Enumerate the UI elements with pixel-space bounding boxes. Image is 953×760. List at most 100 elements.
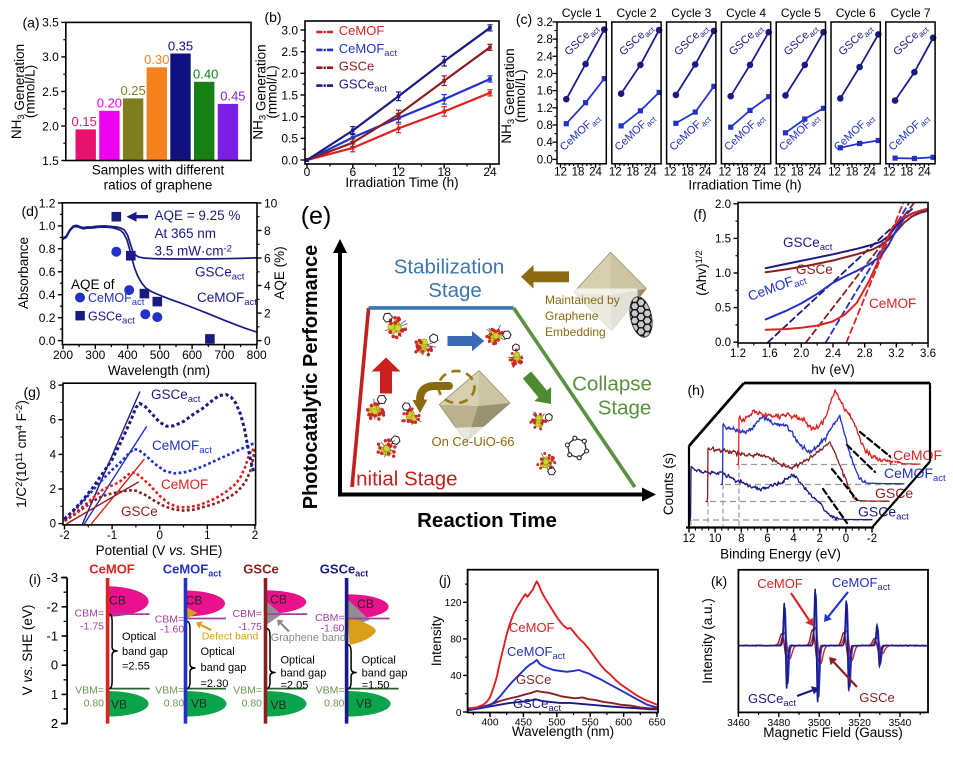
svg-text:24: 24 bbox=[699, 167, 712, 179]
svg-text:2.0: 2.0 bbox=[281, 67, 298, 81]
svg-text:18: 18 bbox=[736, 167, 749, 179]
svg-text:CeMOF: CeMOF bbox=[509, 620, 555, 635]
svg-text:-1: -1 bbox=[107, 530, 117, 542]
svg-text:Cycle 5: Cycle 5 bbox=[781, 6, 821, 20]
svg-text:-2: -2 bbox=[867, 533, 877, 545]
svg-text:Optical: Optical bbox=[281, 655, 315, 667]
svg-text:GSCe: GSCe bbox=[243, 562, 278, 577]
svg-text:500: 500 bbox=[548, 718, 565, 729]
svg-text:2: 2 bbox=[264, 306, 271, 320]
svg-text:24: 24 bbox=[918, 167, 931, 179]
svg-text:0.5: 0.5 bbox=[715, 303, 731, 315]
svg-text:3.5: 3.5 bbox=[42, 16, 59, 30]
svg-text:Graphene band: Graphene band bbox=[271, 632, 346, 644]
svg-text:CeMOF: CeMOF bbox=[757, 576, 803, 591]
svg-text:Optical: Optical bbox=[122, 631, 156, 643]
svg-text:CeMOFact: CeMOFact bbox=[884, 465, 946, 484]
svg-text:0.2: 0.2 bbox=[39, 311, 56, 325]
svg-text:AQE = 9.25 %: AQE = 9.25 % bbox=[155, 208, 241, 223]
svg-text:NH3 Generation: NH3 Generation bbox=[9, 44, 27, 139]
svg-text:0.35: 0.35 bbox=[168, 38, 193, 53]
svg-text:0.80: 0.80 bbox=[324, 698, 345, 710]
svg-text:1.2: 1.2 bbox=[730, 348, 746, 360]
svg-text:0.25: 0.25 bbox=[120, 83, 145, 98]
svg-text:12: 12 bbox=[664, 167, 677, 179]
svg-text:0.0: 0.0 bbox=[39, 334, 56, 348]
svg-text:At 365 nm: At 365 nm bbox=[155, 226, 217, 241]
svg-text:400: 400 bbox=[482, 718, 499, 729]
svg-text:2.5: 2.5 bbox=[281, 45, 298, 59]
svg-text:CeMOFact: CeMOFact bbox=[152, 438, 212, 456]
svg-text:12: 12 bbox=[554, 167, 567, 179]
svg-text:Cycle 1: Cycle 1 bbox=[562, 6, 602, 20]
svg-text:0: 0 bbox=[264, 334, 271, 348]
svg-text:10: 10 bbox=[709, 533, 722, 545]
svg-text:18: 18 bbox=[900, 167, 913, 179]
svg-text:(c): (c) bbox=[516, 11, 532, 27]
svg-text:0.80: 0.80 bbox=[84, 698, 105, 710]
svg-text:400: 400 bbox=[118, 348, 138, 362]
svg-text:2: 2 bbox=[816, 533, 822, 545]
svg-text:AQE (%): AQE (%) bbox=[272, 246, 287, 299]
svg-text:0.45: 0.45 bbox=[220, 89, 245, 104]
svg-text:1.6: 1.6 bbox=[762, 348, 778, 360]
svg-text:V vs. SHE (eV): V vs. SHE (eV) bbox=[20, 605, 35, 696]
svg-text:12: 12 bbox=[609, 167, 622, 179]
svg-text:GSCe: GSCe bbox=[859, 690, 894, 705]
svg-text:1: 1 bbox=[51, 687, 58, 702]
svg-text:ratios of graphene: ratios of graphene bbox=[104, 178, 213, 193]
svg-text:3460: 3460 bbox=[727, 718, 750, 729]
svg-text:(mmol/L): (mmol/L) bbox=[265, 65, 280, 118]
svg-text:Graphene: Graphene bbox=[545, 309, 599, 323]
svg-text:2.5: 2.5 bbox=[42, 85, 59, 99]
svg-text:CB: CB bbox=[186, 594, 203, 608]
svg-text:Initial Stage: Initial Stage bbox=[350, 468, 457, 491]
svg-text:2.4: 2.4 bbox=[825, 348, 842, 360]
svg-text:Stage: Stage bbox=[428, 279, 482, 302]
svg-text:1.5: 1.5 bbox=[281, 88, 298, 102]
svg-text:VBM=: VBM= bbox=[316, 685, 345, 697]
svg-text:3.0: 3.0 bbox=[42, 50, 59, 64]
svg-text:-2: -2 bbox=[59, 530, 69, 542]
svg-text:(e): (e) bbox=[301, 202, 332, 230]
svg-text:6: 6 bbox=[50, 415, 56, 427]
svg-text:GSCe: GSCe bbox=[516, 672, 551, 687]
svg-text:24: 24 bbox=[808, 167, 821, 179]
svg-text:VBM=: VBM= bbox=[75, 685, 104, 697]
svg-text:1.0: 1.0 bbox=[715, 268, 731, 280]
svg-text:(mmol/L): (mmol/L) bbox=[513, 69, 528, 122]
svg-text:CeMOF: CeMOF bbox=[161, 477, 208, 492]
svg-text:0.0: 0.0 bbox=[537, 154, 553, 166]
svg-text:GSCe: GSCe bbox=[121, 504, 158, 519]
svg-text:3.6: 3.6 bbox=[920, 348, 936, 360]
svg-text:1.6: 1.6 bbox=[537, 86, 553, 98]
svg-text:=2.05: =2.05 bbox=[281, 680, 309, 692]
svg-text:0.8: 0.8 bbox=[39, 242, 56, 256]
svg-text:4: 4 bbox=[50, 449, 57, 461]
svg-text:2.0: 2.0 bbox=[793, 348, 809, 360]
svg-text:1.5: 1.5 bbox=[715, 233, 731, 245]
svg-text:Cycle 2: Cycle 2 bbox=[616, 6, 656, 20]
svg-text:2.0: 2.0 bbox=[537, 69, 553, 81]
svg-text:Binding Energy (eV): Binding Energy (eV) bbox=[720, 547, 841, 562]
svg-text:(b): (b) bbox=[264, 9, 281, 25]
svg-text:Irradiation Time (h): Irradiation Time (h) bbox=[345, 175, 458, 190]
svg-text:-3: -3 bbox=[47, 570, 59, 585]
svg-text:(k): (k) bbox=[711, 573, 727, 589]
svg-text:Cycle 3: Cycle 3 bbox=[671, 6, 711, 20]
svg-text:2.8: 2.8 bbox=[537, 34, 553, 46]
svg-text:700: 700 bbox=[214, 348, 234, 362]
svg-text:12: 12 bbox=[883, 167, 896, 179]
svg-text:Maintained by: Maintained by bbox=[545, 293, 620, 307]
svg-text:CBM=: CBM= bbox=[75, 608, 104, 620]
svg-text:200: 200 bbox=[53, 348, 73, 362]
svg-text:600: 600 bbox=[615, 718, 632, 729]
svg-text:0: 0 bbox=[156, 530, 162, 542]
svg-text:Intensity (a.u.): Intensity (a.u.) bbox=[700, 598, 715, 684]
svg-text:0.6: 0.6 bbox=[39, 265, 56, 279]
svg-text:2.0: 2.0 bbox=[42, 119, 59, 133]
svg-text:800: 800 bbox=[247, 348, 267, 362]
svg-text:Irradiation Time (h): Irradiation Time (h) bbox=[688, 178, 801, 193]
svg-text:NH3 Generation: NH3 Generation bbox=[499, 48, 517, 143]
svg-text:CeMOFact: CeMOFact bbox=[507, 644, 566, 662]
